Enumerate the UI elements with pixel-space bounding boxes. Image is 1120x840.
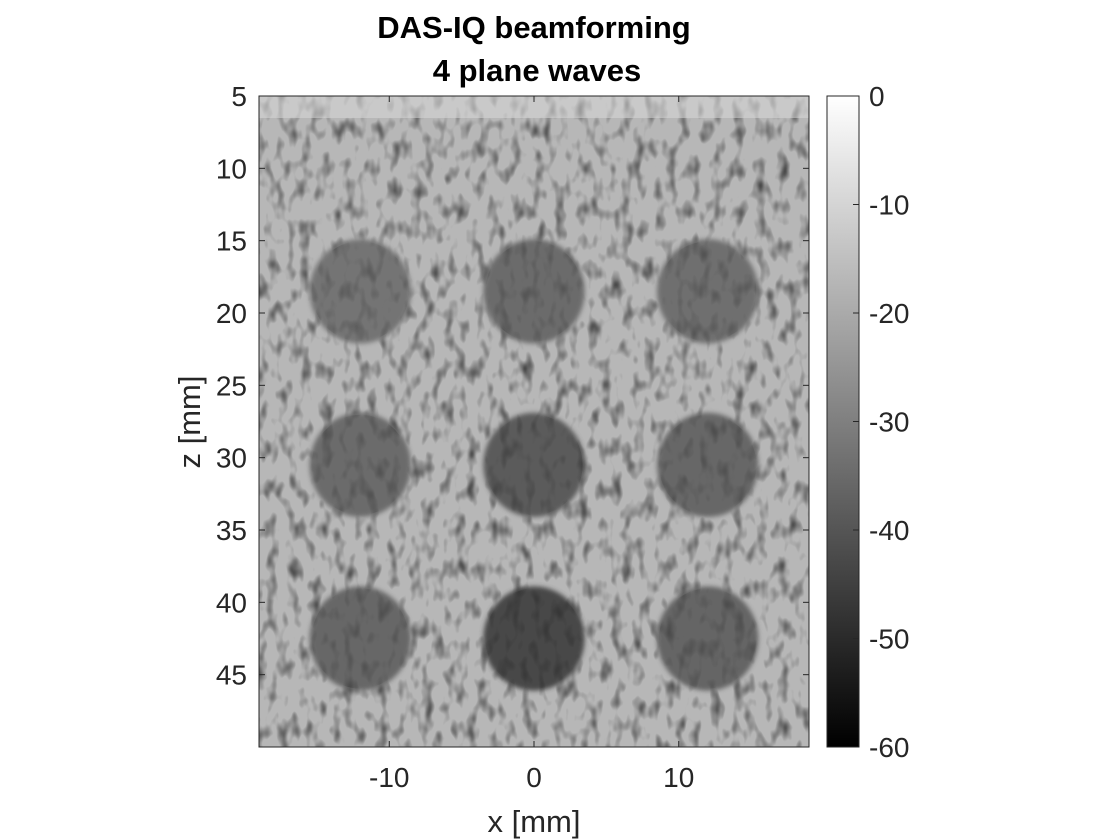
near-field-band	[259, 96, 809, 118]
y-tick-label: 35	[216, 515, 247, 546]
colorbar-tick-label: -50	[869, 624, 909, 655]
y-tick-label: 30	[216, 443, 247, 474]
y-tick-label: 10	[216, 153, 247, 184]
chart-title-line-2: 4 plane waves	[433, 53, 642, 88]
colorbar-tick-label: -40	[869, 515, 909, 546]
colorbar-tick-label: 0	[869, 81, 885, 112]
cyst-8-speckle	[485, 588, 583, 689]
colorbar-tick-label: -10	[869, 190, 909, 221]
y-tick-label: 25	[216, 370, 247, 401]
y-tick-label: 45	[216, 660, 247, 691]
chart-title-line-1: DAS-IQ beamforming	[377, 10, 690, 45]
cyst-layer	[309, 239, 759, 691]
x-tick-label: 10	[663, 762, 694, 793]
cyst-1-speckle	[311, 241, 409, 342]
colorbar-tick-label: -60	[869, 732, 909, 763]
cyst-4-speckle	[311, 414, 409, 515]
cyst-6-speckle	[659, 414, 757, 515]
colorbar-axis: 0 -10 -20 -30 -40 -50 -60	[853, 81, 909, 763]
cyst-9-speckle	[659, 588, 757, 689]
cyst-3-speckle	[659, 241, 757, 342]
y-tick-label: 5	[231, 81, 247, 112]
cyst-5-speckle	[485, 414, 583, 515]
colorbar-tick-label: -30	[869, 407, 909, 438]
y-axis: 5 10 15 20 25 30 35 40 45	[216, 81, 809, 691]
bmode-image	[259, 96, 809, 747]
x-tick-label: -10	[369, 762, 409, 793]
x-tick-label: 0	[526, 762, 542, 793]
cyst-2-speckle	[485, 241, 583, 342]
y-tick-label: 40	[216, 587, 247, 618]
x-axis-label: x [mm]	[488, 804, 581, 839]
colorbar-tick-label: -20	[869, 298, 909, 329]
cyst-7-speckle	[311, 588, 409, 689]
y-tick-label: 15	[216, 226, 247, 257]
x-axis: -10 0 10	[369, 96, 694, 793]
y-axis-label: z [mm]	[172, 376, 207, 469]
y-tick-label: 20	[216, 298, 247, 329]
